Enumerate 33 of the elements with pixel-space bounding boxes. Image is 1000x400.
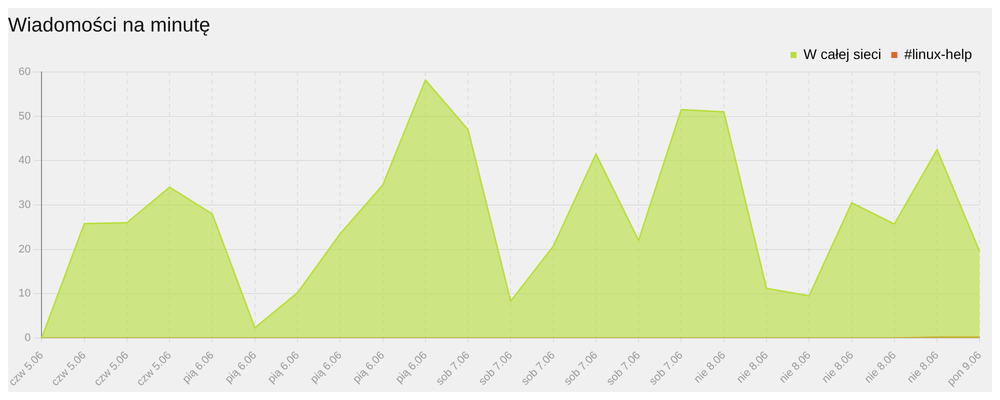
y-tick-label: 50 — [18, 110, 31, 122]
legend-label: #linux-help — [904, 46, 972, 62]
legend-label: W całej sieci — [803, 46, 882, 62]
x-tick-label: pon 9.06 — [945, 349, 984, 388]
x-tick-label: pią 6.06 — [394, 349, 430, 386]
x-tick-label: sob 7.06 — [434, 349, 472, 388]
y-tick-label: 40 — [18, 154, 31, 167]
y-tick-label: 30 — [18, 199, 31, 212]
x-tick-label: sob 7.06 — [604, 349, 643, 388]
x-tick-label: pią 6.06 — [222, 349, 260, 386]
x-tick-label: sob 7.06 — [519, 349, 558, 388]
x-tick-label: czw 5.06 — [134, 349, 174, 389]
x-tick-label: nie 8.06 — [905, 349, 942, 386]
x-tick-label: sob 7.06 — [562, 349, 600, 388]
x-tick-label: pią 6.06 — [308, 349, 344, 386]
x-tick-label: pią 6.06 — [180, 349, 216, 386]
x-tick-label: pią 6.06 — [266, 349, 302, 386]
x-tick-label: sob 7.06 — [647, 349, 686, 388]
x-tick-label: czw 5.06 — [6, 349, 46, 389]
y-tick-label: 60 — [18, 66, 31, 78]
x-tick-label: nie 8.06 — [692, 349, 728, 386]
x-tick-label: nie 8.06 — [820, 349, 856, 386]
x-tick-label: nie 8.06 — [862, 349, 899, 386]
y-tick-label: 20 — [18, 243, 31, 256]
x-tick-label: sob 7.06 — [476, 349, 515, 388]
x-tick-label: pią 6.06 — [350, 349, 388, 386]
x-tick-label: czw 5.06 — [92, 349, 132, 389]
y-tick-label: 0 — [24, 332, 31, 344]
x-tick-label: nie 8.06 — [734, 349, 771, 386]
y-tick-label: 10 — [18, 288, 31, 300]
x-tick-label: nie 8.06 — [777, 349, 814, 386]
x-tick-label: czw 5.06 — [49, 349, 89, 389]
chart-title: Wiadomości na minutę — [8, 14, 210, 37]
